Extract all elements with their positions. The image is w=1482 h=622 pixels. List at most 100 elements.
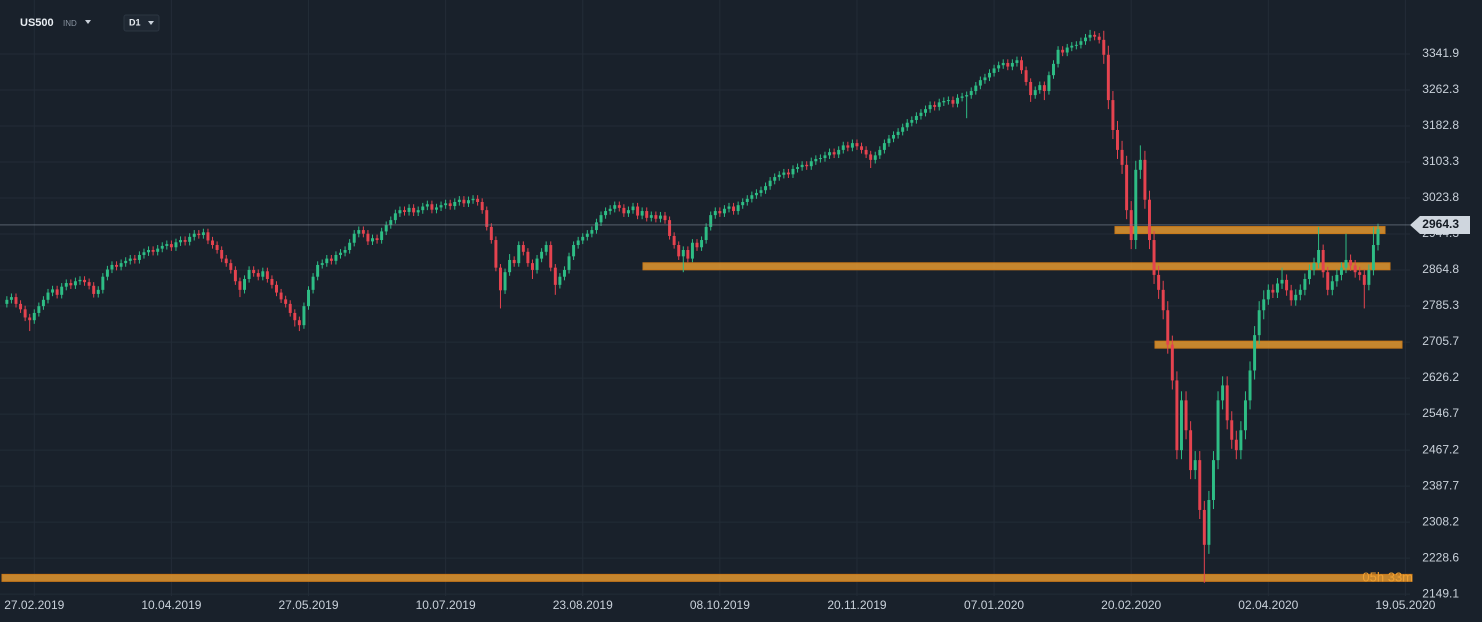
candle-body <box>594 222 598 231</box>
candle-body <box>1207 499 1211 545</box>
candle-body <box>92 285 96 294</box>
candle-body <box>814 158 818 162</box>
candle-body <box>352 233 356 243</box>
candle-body <box>736 205 740 212</box>
candle-body <box>1102 39 1106 55</box>
candle-body <box>530 263 534 270</box>
candle-body <box>914 115 918 121</box>
candle-body <box>393 213 397 221</box>
candle-body <box>1147 199 1151 241</box>
candle-body <box>741 201 745 206</box>
candle-body <box>46 292 50 300</box>
candle-body <box>1280 279 1284 284</box>
candle-body <box>1312 263 1316 270</box>
candle-body <box>969 91 973 96</box>
y-tick-label: 2308.2 <box>1422 514 1459 528</box>
candle-body <box>252 269 256 274</box>
candle-body <box>837 149 841 155</box>
candle-body <box>1198 460 1202 510</box>
candle-body <box>403 210 406 212</box>
candle-body <box>581 236 585 241</box>
y-tick-label: 2149.1 <box>1422 586 1459 600</box>
candle-body <box>773 177 777 181</box>
candle-body <box>307 289 310 307</box>
candle-body <box>329 258 333 261</box>
candle-body <box>371 238 374 242</box>
candle-body <box>275 284 279 293</box>
candle-body <box>1362 274 1366 285</box>
candle-body <box>494 240 498 268</box>
candle-body <box>604 211 608 216</box>
candle-body <box>732 206 736 212</box>
candle-body <box>421 206 425 211</box>
candle-body <box>462 199 466 204</box>
candle-body <box>997 65 1001 69</box>
candle-body <box>1349 259 1353 266</box>
candle-body <box>339 252 342 255</box>
candle-body <box>1152 240 1156 275</box>
candle-body <box>1262 299 1266 311</box>
x-tick-label: 23.08.2019 <box>553 598 613 612</box>
candle-body <box>1125 164 1129 211</box>
candle-body <box>965 95 969 97</box>
candle-body <box>87 282 91 286</box>
candle-body <box>535 258 539 270</box>
candle-body <box>1015 60 1019 63</box>
candle-body <box>201 232 205 236</box>
dropdown-arrow[interactable] <box>85 20 91 24</box>
candle-body <box>503 272 507 291</box>
timeframe[interactable]: D1 <box>129 17 141 27</box>
candle-body <box>572 245 576 257</box>
candle-body <box>124 260 128 264</box>
candle-body <box>1093 34 1097 37</box>
candle-body <box>183 240 187 242</box>
y-tick-label: 2785.3 <box>1422 298 1459 312</box>
candle-body <box>1120 149 1124 165</box>
candle-body <box>1367 269 1371 285</box>
candle-body <box>517 245 521 264</box>
timeframe-box[interactable] <box>123 14 160 32</box>
candle-body <box>1303 278 1307 290</box>
y-tick-label: 3182.8 <box>1422 118 1459 132</box>
candle-body <box>983 77 987 81</box>
candle-body <box>466 200 470 204</box>
candle-body <box>1202 509 1206 545</box>
candle-body <box>1166 310 1170 345</box>
candle-body <box>55 289 59 295</box>
candles <box>5 29 1380 583</box>
candle-body <box>297 320 301 326</box>
x-tick-label: 02.04.2020 <box>1238 598 1298 612</box>
candle-body <box>768 180 772 187</box>
x-tick-label: 27.05.2019 <box>278 598 338 612</box>
dropdown-arrow[interactable] <box>148 21 154 25</box>
candle-body <box>1157 274 1161 290</box>
candle-body <box>1088 34 1092 38</box>
candle-body <box>745 198 749 202</box>
candle-body <box>558 276 562 285</box>
candle-body <box>585 233 589 237</box>
candle-body <box>311 276 315 290</box>
candle-body <box>841 145 845 150</box>
candle-body <box>453 201 457 207</box>
candle-body <box>613 205 617 209</box>
candle-body <box>928 105 932 110</box>
candle-body <box>1020 60 1023 71</box>
candle-body <box>357 230 361 234</box>
candle-body <box>14 297 18 304</box>
candle-body <box>110 264 114 270</box>
candle-body <box>1330 281 1334 290</box>
candle-body <box>1029 81 1033 96</box>
candle-body <box>759 190 763 193</box>
support-resistance-level <box>642 262 1391 271</box>
symbol[interactable]: US500 <box>20 17 54 29</box>
candle-body <box>727 206 731 209</box>
candle-body <box>19 303 23 310</box>
candle-body <box>754 192 758 196</box>
candle-body <box>9 297 13 300</box>
candle-body <box>316 264 320 277</box>
candle-body <box>288 303 292 313</box>
candle-body <box>850 143 854 148</box>
countdown: 05h 33m <box>1362 569 1413 584</box>
candle-body <box>398 210 402 214</box>
candle-body <box>818 158 822 160</box>
